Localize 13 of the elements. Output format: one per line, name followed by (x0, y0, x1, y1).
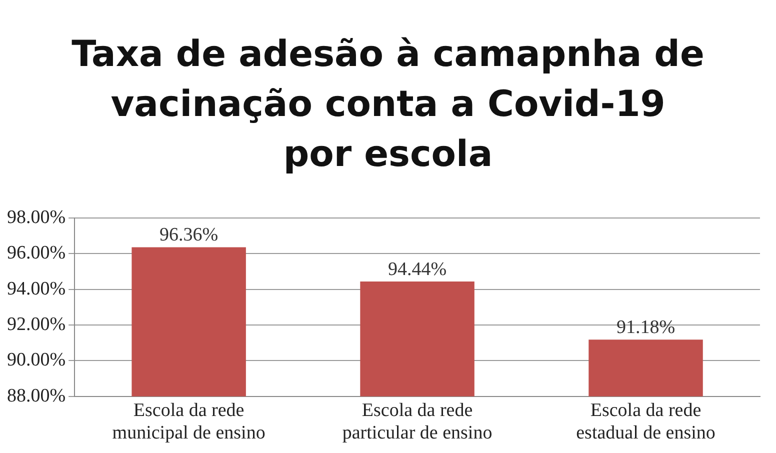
data-label: 94.44% (388, 258, 447, 280)
y-tick-label: 98.00% (7, 206, 66, 228)
data-label: 96.36% (160, 224, 218, 246)
y-tick-label: 96.00% (7, 242, 66, 264)
y-tick-label: 90.00% (7, 350, 66, 371)
chart-title: Taxa de adesão à camapnha de vacinação conta a Covid-19 por escola (70, 33, 706, 177)
y-tick-label: 92.00% (7, 314, 66, 336)
x-tick-label: Escola da rede estadual de ensino (576, 400, 716, 444)
x-tick-label: Escola da rede particular de ensino (342, 400, 492, 444)
y-tick-label: 94.00% (7, 278, 66, 300)
x-tick-label: Escola da rede municipal de ensino (112, 400, 266, 444)
y-tick-label: 88.00% (7, 385, 66, 406)
data-label: 91.18% (616, 317, 676, 338)
